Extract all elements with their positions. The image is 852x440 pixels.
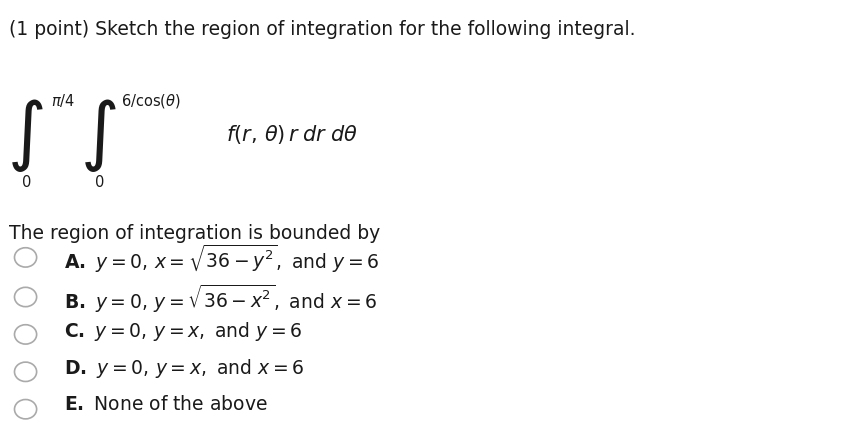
Text: $\int$: $\int$ [8, 97, 43, 174]
Text: $\mathbf{B.}\ y = 0,\, y = \sqrt{36-x^2},\ \text{and}\ x = 6$: $\mathbf{B.}\ y = 0,\, y = \sqrt{36-x^2}… [64, 282, 377, 315]
Text: $\mathbf{C.}\ y = 0,\, y = x,\ \text{and}\ y = 6$: $\mathbf{C.}\ y = 0,\, y = x,\ \text{and… [64, 320, 302, 343]
Text: $\pi/4$: $\pi/4$ [51, 92, 75, 110]
Text: $\mathbf{E.}\ \text{None of the above}$: $\mathbf{E.}\ \text{None of the above}$ [64, 395, 268, 414]
Text: $0$: $0$ [21, 174, 32, 190]
Text: $\mathbf{A.}\ y = 0,\, x = \sqrt{36-y^2},\ \text{and}\ y = 6$: $\mathbf{A.}\ y = 0,\, x = \sqrt{36-y^2}… [64, 243, 379, 275]
Text: The region of integration is bounded by: The region of integration is bounded by [9, 224, 380, 243]
Text: $\int$: $\int$ [80, 97, 116, 174]
Text: $f(r,\,\theta)\,r\;dr\;d\theta$: $f(r,\,\theta)\,r\;dr\;d\theta$ [226, 123, 358, 146]
Text: $6/\cos(\theta)$: $6/\cos(\theta)$ [121, 92, 181, 110]
Text: $0$: $0$ [94, 174, 104, 190]
Text: $\mathbf{D.}\ y = 0,\, y = x,\ \text{and}\ x = 6$: $\mathbf{D.}\ y = 0,\, y = x,\ \text{and… [64, 357, 304, 380]
Text: (1 point) Sketch the region of integration for the following integral.: (1 point) Sketch the region of integrati… [9, 20, 635, 39]
